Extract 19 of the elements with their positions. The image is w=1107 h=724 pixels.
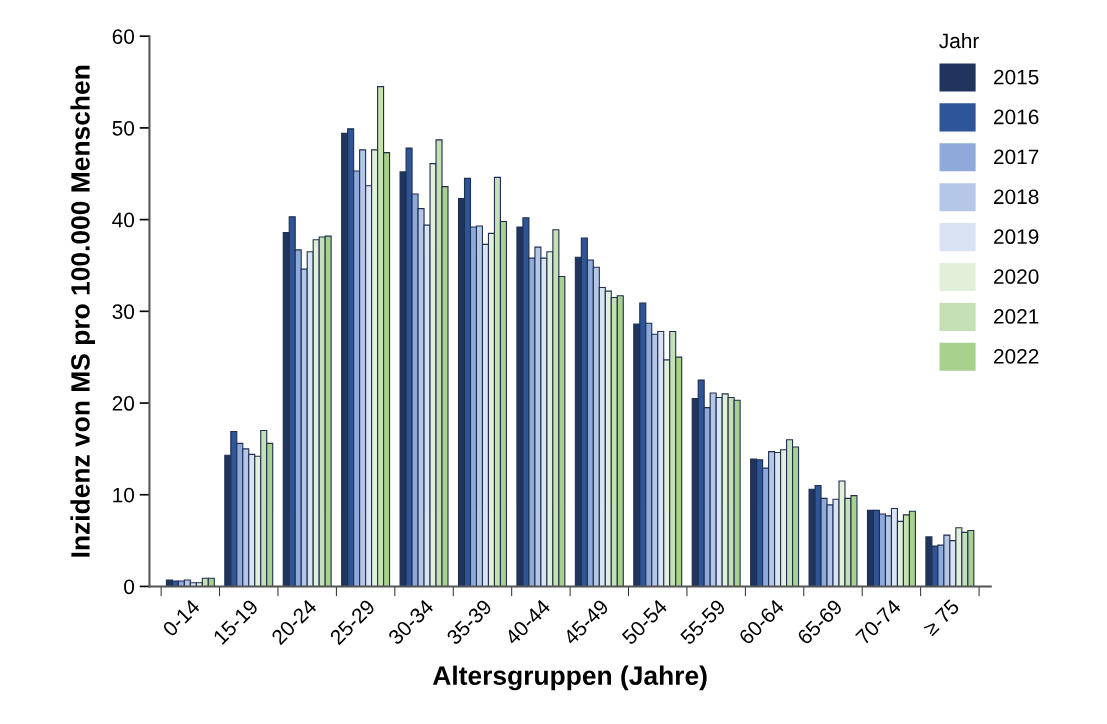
- legend-label: 2021: [994, 309, 1039, 324]
- x-tick-label: ≥ 75: [922, 598, 961, 637]
- y-tick-label: 0: [124, 579, 135, 595]
- y-tick-label: 10: [113, 487, 135, 503]
- y-tick-label: 20: [112, 396, 135, 411]
- x-axis-title: Altersgruppen (Jahre): [432, 665, 707, 691]
- y-tick-label: 60: [112, 29, 135, 44]
- y-tick-label: 30: [112, 304, 135, 320]
- y-tick-label: 40: [112, 212, 135, 228]
- y-axis-title: Inzidenz von MS pro 100.000 Menschen: [70, 65, 96, 557]
- legend-title: Jahr: [939, 32, 979, 49]
- legend-label: 2015: [994, 69, 1039, 85]
- legend-label: 2016: [994, 109, 1039, 125]
- legend-label: 2019: [994, 229, 1039, 245]
- legend-label: 2017: [994, 149, 1039, 165]
- legend-label: 2022: [994, 348, 1039, 364]
- y-tick-label: 50: [112, 120, 135, 136]
- legend-label: 2018: [994, 189, 1039, 205]
- legend-label: 2020: [994, 269, 1039, 284]
